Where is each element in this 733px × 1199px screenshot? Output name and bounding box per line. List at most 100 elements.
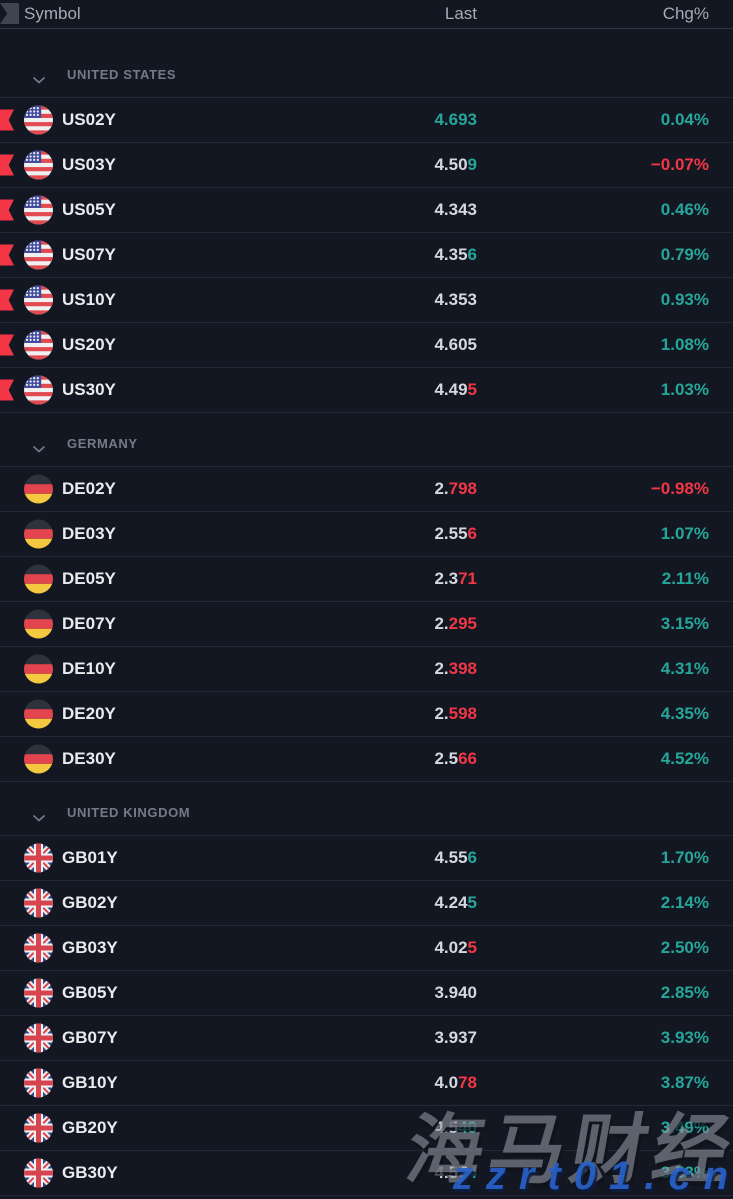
table-row[interactable]: DE05Y 2.371 2.11% [0, 557, 733, 602]
last-digit-group: 4 [467, 1163, 477, 1182]
flag-marker-icon[interactable] [0, 154, 14, 176]
us-flag-icon [24, 330, 53, 360]
us-flag-icon [24, 195, 53, 225]
flag-marker-icon[interactable] [0, 199, 14, 221]
flag-column-icon[interactable] [0, 3, 19, 24]
section-label: UNITED STATES [67, 67, 177, 82]
last-digit-group: 40 [458, 1118, 477, 1137]
last-digit-group: 4.55 [434, 848, 468, 867]
chevron-down-icon [32, 440, 46, 453]
table-row[interactable]: DE02Y 2.798 −0.98% [0, 467, 733, 512]
gb-flag-icon [24, 1113, 53, 1143]
last-value: 4.495 [434, 380, 477, 400]
chg-value: 0.04% [660, 110, 709, 129]
us-flag-icon [24, 105, 53, 135]
last-digit-group: 2.55 [434, 524, 468, 543]
last-value: 2.398 [434, 659, 477, 679]
watchlist-column-header: Symbol Last Chg% [0, 0, 733, 29]
table-row[interactable]: GB07Y 3.937 3.93% [0, 1016, 733, 1061]
watchlist-body: UNITED STATES US02Y 4.693 0.04% US03Y 4.… [0, 29, 733, 1196]
table-row[interactable]: US05Y 4.343 0.46% [0, 188, 733, 233]
table-row[interactable]: DE20Y 2.598 4.35% [0, 692, 733, 737]
last-digit-group: 2. [434, 704, 449, 723]
table-row[interactable]: US03Y 4.509 −0.07% [0, 143, 733, 188]
chg-value: 1.70% [660, 848, 709, 867]
last-value: 2.566 [434, 749, 477, 769]
last-digit-group: 78 [458, 1073, 477, 1092]
last-digit-group: 2.5 [434, 749, 459, 768]
gb-flag-icon [24, 1023, 53, 1053]
last-digit-group: 4.35 [434, 245, 468, 264]
chg-value: 4.52% [660, 749, 709, 768]
table-row[interactable]: DE10Y 2.398 4.31% [0, 647, 733, 692]
last-value: 4.078 [434, 1073, 477, 1093]
last-digit-group: 6 [467, 848, 477, 867]
chg-value: 3.53% [660, 1163, 709, 1182]
last-digit-group: 4.50 [434, 155, 468, 174]
table-row[interactable]: GB10Y 4.078 3.87% [0, 1061, 733, 1106]
last-digit-group: 4.57 [434, 1163, 468, 1182]
gb-flag-icon [24, 978, 53, 1008]
section-rows: GB01Y 4.556 1.70% GB02Y 4.245 2.14% GB03… [0, 835, 733, 1196]
flag-marker-icon[interactable] [0, 109, 14, 131]
last-value: 4.574 [434, 1163, 477, 1183]
column-header-last[interactable]: Last [444, 4, 477, 23]
table-row[interactable]: US20Y 4.605 1.08% [0, 323, 733, 368]
symbol-label: GB02Y [62, 893, 118, 912]
last-digit-group: 71 [458, 569, 477, 588]
table-row[interactable]: GB01Y 4.556 1.70% [0, 836, 733, 881]
table-row[interactable]: GB03Y 4.025 2.50% [0, 926, 733, 971]
table-row[interactable]: US30Y 4.495 1.03% [0, 368, 733, 413]
last-digit-group: 6 [467, 524, 477, 543]
section-header[interactable]: GERMANY [0, 421, 733, 466]
section-header[interactable]: UNITED KINGDOM [0, 790, 733, 835]
last-digit-group: 4.693 [434, 110, 477, 129]
last-digit-group: 2. [434, 659, 449, 678]
symbol-label: GB20Y [62, 1118, 118, 1137]
symbol-label: DE20Y [62, 704, 116, 723]
chg-value: 2.50% [660, 938, 709, 957]
last-value: 4.245 [434, 893, 477, 913]
symbol-label: DE05Y [62, 569, 116, 588]
chg-value: 1.07% [660, 524, 709, 543]
last-digit-group: 9 [467, 155, 477, 174]
chevron-down-icon [32, 71, 46, 84]
column-header-chg[interactable]: Chg% [662, 4, 709, 23]
flag-marker-icon[interactable] [0, 244, 14, 266]
flag-marker-icon[interactable] [0, 379, 14, 401]
chg-value: 0.93% [660, 290, 709, 309]
de-flag-icon [24, 699, 53, 729]
table-row[interactable]: GB02Y 4.245 2.14% [0, 881, 733, 926]
table-row[interactable]: DE30Y 2.566 4.52% [0, 737, 733, 782]
symbol-label: GB03Y [62, 938, 118, 957]
section-label: GERMANY [67, 436, 138, 451]
last-value: 4.025 [434, 938, 477, 958]
symbol-label: US10Y [62, 290, 116, 309]
last-digit-group: 4.5 [434, 1118, 459, 1137]
chg-value: 0.46% [660, 200, 709, 219]
chg-value: 2.11% [661, 569, 709, 588]
last-digit-group: 5 [467, 938, 477, 957]
table-row[interactable]: US10Y 4.353 0.93% [0, 278, 733, 323]
table-row[interactable]: DE03Y 2.556 1.07% [0, 512, 733, 557]
chg-value: −0.98% [650, 479, 709, 498]
column-header-symbol[interactable]: Symbol [24, 4, 81, 23]
watchlist-section: GERMANY DE02Y 2.798 −0.98% DE03Y 2.556 1… [0, 413, 733, 782]
section-header[interactable]: UNITED STATES [0, 52, 733, 97]
symbol-label: US05Y [62, 200, 116, 219]
table-row[interactable]: GB05Y 3.940 2.85% [0, 971, 733, 1016]
last-digit-group: 4.343 [434, 200, 477, 219]
table-row[interactable]: DE07Y 2.295 3.15% [0, 602, 733, 647]
de-flag-icon [24, 564, 53, 594]
flag-marker-icon[interactable] [0, 289, 14, 311]
flag-marker-icon[interactable] [0, 334, 14, 356]
table-row[interactable]: US07Y 4.356 0.79% [0, 233, 733, 278]
last-value: 2.598 [434, 704, 477, 724]
table-row[interactable]: GB20Y 4.540 3.49% [0, 1106, 733, 1151]
table-row[interactable]: GB30Y 4.574 3.53% [0, 1151, 733, 1196]
last-digit-group: 3.940 [434, 983, 477, 1002]
symbol-label: GB10Y [62, 1073, 118, 1092]
last-digit-group: 4.0 [434, 1073, 459, 1092]
table-row[interactable]: US02Y 4.693 0.04% [0, 98, 733, 143]
